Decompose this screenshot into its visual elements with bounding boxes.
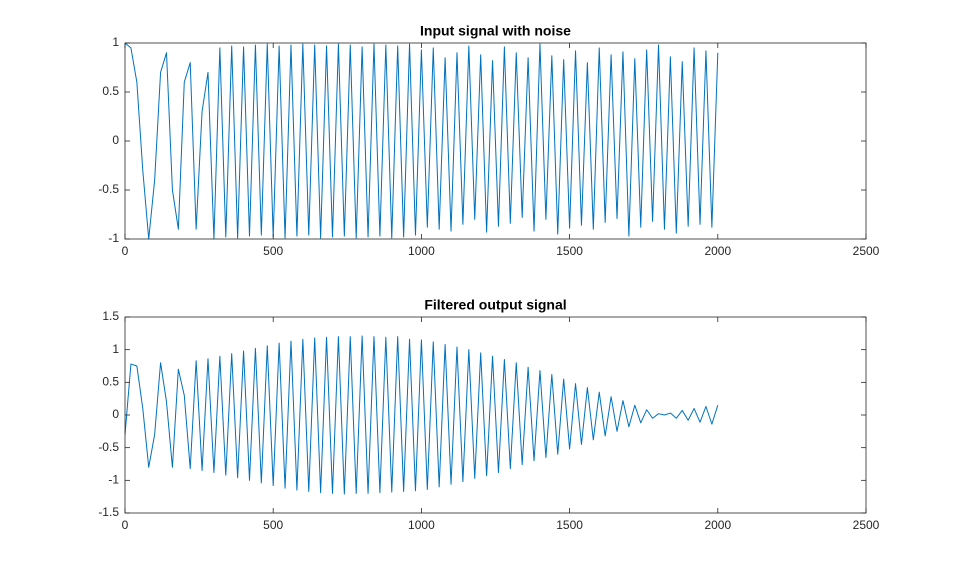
signal-line — [124, 42, 719, 240]
y-tick-label: 1.5 — [102, 309, 119, 323]
x-tick-label: 0 — [122, 244, 129, 258]
y-tick-label: -1 — [108, 231, 119, 245]
y-tick-label: -1.5 — [98, 505, 119, 519]
y-tick-label: -1 — [108, 473, 119, 487]
y-tick-label: 0 — [112, 407, 119, 421]
y-tick-label: 1 — [112, 35, 119, 49]
y-tick-label: -0.5 — [98, 182, 119, 196]
x-tick-label: 2000 — [704, 244, 731, 258]
x-tick-label: 500 — [263, 244, 283, 258]
x-tick-label: 1000 — [408, 518, 435, 532]
chart-title: Input signal with noise — [420, 23, 571, 39]
x-tick-label: 1000 — [408, 244, 435, 258]
y-tick-label: 0.5 — [102, 84, 119, 98]
x-tick-label: 500 — [263, 518, 283, 532]
x-tick-label: 2500 — [853, 518, 880, 532]
x-tick-label: 0 — [122, 518, 129, 532]
x-tick-label: 2000 — [704, 518, 731, 532]
x-tick-label: 1500 — [556, 244, 583, 258]
y-tick-label: 1 — [112, 342, 119, 356]
y-tick-label: 0.5 — [102, 375, 119, 389]
y-tick-label: 0 — [112, 133, 119, 147]
signal-line — [124, 335, 719, 495]
x-tick-label: 2500 — [853, 244, 880, 258]
chart-title: Filtered output signal — [424, 297, 566, 313]
x-tick-label: 1500 — [556, 518, 583, 532]
y-tick-label: -0.5 — [98, 440, 119, 454]
